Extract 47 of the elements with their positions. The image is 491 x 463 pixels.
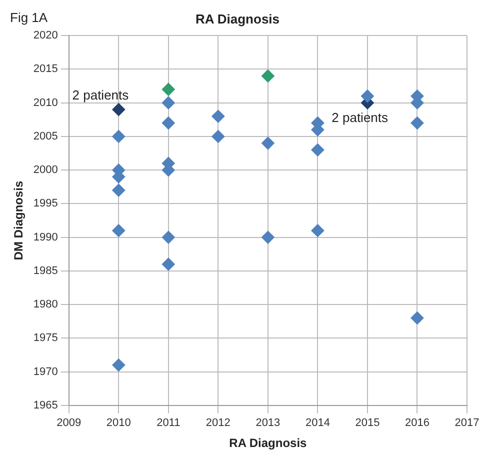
x-tick-label: 2012: [206, 417, 230, 430]
y-tick-label: 1970: [33, 366, 58, 378]
y-tick-label: 2000: [33, 164, 58, 176]
point: [112, 184, 126, 197]
y-tick-label: 2020: [33, 30, 58, 42]
point: [212, 110, 225, 123]
x-tick-label: 2010: [106, 417, 131, 430]
annotation: 2 patients: [332, 110, 389, 125]
y-tick-label: 1965: [33, 399, 58, 412]
point: [162, 116, 175, 130]
y-tick-label: 1995: [33, 198, 58, 210]
point: [261, 230, 274, 244]
point: [112, 130, 126, 143]
point: [112, 358, 126, 372]
point: [261, 69, 274, 82]
point: [162, 96, 175, 110]
x-tick-label: 2009: [56, 417, 82, 430]
point: [311, 143, 324, 156]
y-tick-label: 2005: [33, 130, 58, 142]
point: [261, 136, 274, 150]
annotation: 2 patients: [72, 88, 130, 103]
x-tick-label: 2011: [156, 417, 180, 430]
y-tick-label: 1980: [33, 298, 58, 311]
chart-title: RA Diagnosis: [195, 11, 280, 26]
point: [162, 230, 175, 244]
x-axis-title: RA Diagnosis: [229, 436, 308, 450]
point: [311, 224, 324, 238]
y-tick-label: 2015: [33, 63, 58, 76]
point: [112, 103, 126, 116]
caption: Fig 1A: [10, 10, 48, 25]
point: [410, 311, 424, 324]
y-tick-label: 1985: [33, 264, 58, 277]
point: [162, 82, 175, 96]
y-tick-label: 1990: [33, 231, 58, 244]
x-tick-label: 2013: [256, 417, 280, 430]
point: [410, 116, 424, 130]
y-tick-label: 1975: [33, 332, 58, 344]
x-tick-label: 2017: [454, 417, 480, 430]
x-tick-label: 2015: [355, 417, 380, 430]
point: [112, 224, 126, 238]
x-tick-label: 2016: [404, 417, 430, 430]
point: [212, 130, 225, 143]
y-axis-title: DM Diagnosis: [12, 180, 26, 260]
point: [360, 90, 374, 103]
x-tick-label: 2014: [305, 417, 330, 430]
y-tick-label: 2010: [33, 96, 58, 109]
point: [162, 258, 175, 271]
